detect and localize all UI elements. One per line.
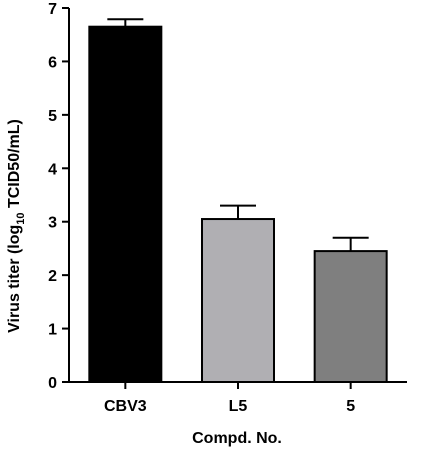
x-axis: CBV3 L5 5 [68, 381, 407, 415]
x-tick-label: L5 [229, 398, 248, 415]
y-tick-label: 7 [48, 1, 57, 18]
x-axis-title: Compd. No. [192, 430, 282, 447]
y-title-subscript: 10 [15, 212, 27, 224]
y-tick-label: 2 [48, 268, 57, 285]
bars [88, 18, 388, 383]
y-tick-label: 3 [48, 215, 57, 232]
bar [201, 218, 275, 383]
y-axis-title: Virus titer (log10 TCID50/mL) [6, 119, 27, 333]
bar [313, 250, 388, 383]
y-title-suffix: TCID50/mL) [6, 119, 23, 212]
bar-group [313, 236, 388, 383]
bar-group [201, 204, 275, 383]
x-tick-label: CBV3 [104, 398, 147, 415]
y-title-prefix: Virus titer (log [6, 225, 23, 333]
y-tick-label: 0 [48, 375, 57, 392]
y-tick-label: 5 [48, 108, 57, 125]
y-tick-label: 6 [48, 54, 57, 71]
bar-group [88, 18, 163, 383]
y-tick-label: 4 [48, 161, 57, 178]
bar [88, 25, 163, 383]
x-tick-label: 5 [346, 398, 355, 415]
y-axis: 0 1 2 3 4 5 6 7 [48, 1, 70, 392]
y-tick-label: 1 [48, 322, 57, 339]
